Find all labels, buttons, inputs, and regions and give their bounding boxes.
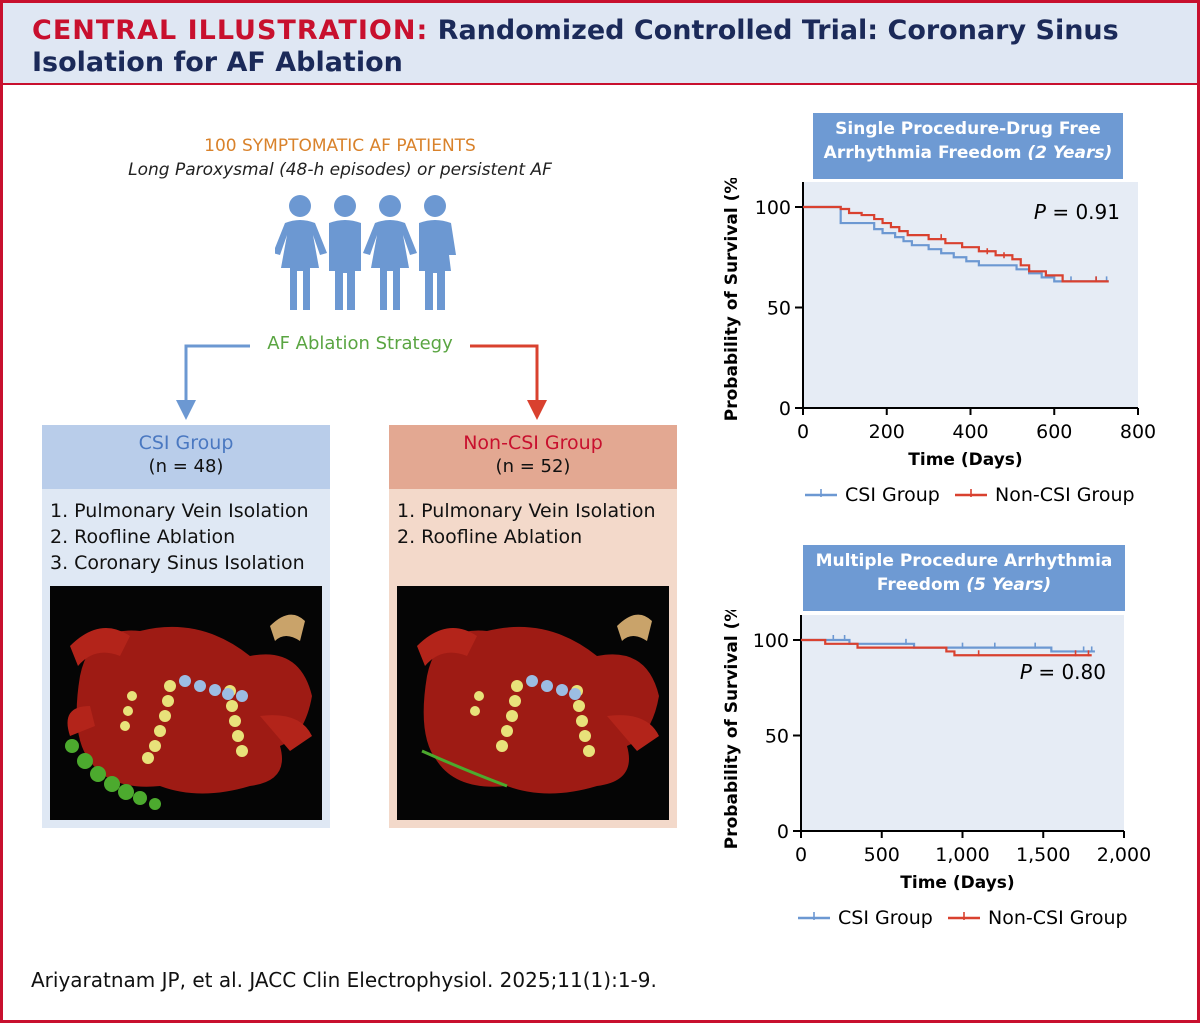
- strategy-label: AF Ablation Strategy: [250, 333, 470, 354]
- y-tick-label: 100: [753, 630, 789, 652]
- p-symbol: P: [1020, 660, 1038, 684]
- csi-step: 1. Pulmonary Vein Isolation: [50, 500, 309, 522]
- legend-label-csi: CSI Group: [845, 484, 940, 506]
- y-tick-label: 50: [765, 726, 789, 748]
- x-tick-label: 400: [952, 421, 988, 443]
- chart1-title-italic: (2 Years): [1027, 143, 1113, 163]
- csi-step: 2. Roofline Ablation: [50, 526, 236, 548]
- x-tick-label: 0: [797, 421, 809, 443]
- chart2-svg: 0 50 100 0 500 1,000 1,500 2,000 Time (Days) Prob…: [722, 610, 1151, 929]
- non-csi-anatomical-map-image: [397, 586, 669, 820]
- y-tick-label: 100: [755, 197, 791, 219]
- chart1-title-line2: Arrhythmia Freedom: [823, 143, 1028, 163]
- chart2-title-line2: Freedom: [876, 575, 967, 595]
- non-csi-group-header: Non-CSI Group (n = 52): [389, 425, 677, 489]
- chart1-title-line1: Single Procedure-Drug Free: [835, 119, 1101, 139]
- citation: Ariyaratnam JP, et al. JACC Clin Electro…: [31, 968, 657, 992]
- km-curve-non_csi: [801, 638, 1092, 657]
- non-csi-step: 1. Pulmonary Vein Isolation: [397, 500, 656, 522]
- legend-label-non_csi: Non-CSI Group: [995, 484, 1135, 506]
- csi-group-header: CSI Group (n = 48): [42, 425, 330, 489]
- title-prefix: CENTRAL ILLUSTRATION:: [32, 15, 429, 46]
- chart2-title-line1: Multiple Procedure Arrhythmia: [815, 551, 1113, 571]
- patients-people-icon: [275, 195, 456, 310]
- y-tick-label: 50: [767, 298, 791, 320]
- arrow-right-line: [470, 344, 539, 400]
- km-curve-non_csi: [803, 205, 1109, 283]
- plot-background: [803, 182, 1138, 408]
- person-head-3: [379, 195, 401, 217]
- x-tick-label: 500: [864, 844, 900, 866]
- person-head-2: [334, 195, 356, 217]
- x-tick-label: 2,000: [1097, 844, 1151, 866]
- person-body-1: [275, 220, 327, 310]
- person-head-4: [424, 195, 446, 217]
- x-axis-title: Time (Days): [908, 450, 1022, 470]
- x-axis-title: Time (Days): [900, 873, 1014, 893]
- person-body-4: [419, 220, 456, 310]
- csi-group-box: CSI Group (n = 48) 1. Pulmonary Vein Iso…: [42, 425, 330, 828]
- arrow-left-line: [184, 344, 250, 400]
- patients-title: 100 SYMPTOMATIC AF PATIENTS: [204, 136, 476, 156]
- csi-group-n: (n = 48): [148, 456, 224, 477]
- chart1-title: Single Procedure-Drug Free Arrhythmia Fr…: [813, 113, 1123, 179]
- patients-subtitle: Long Paroxysmal (48-h episodes) or persi…: [128, 160, 552, 180]
- chart2-title-italic: (5 Years): [966, 575, 1052, 595]
- non-csi-steps: 1. Pulmonary Vein Isolation 2. Roofline …: [389, 489, 677, 550]
- arrow-left-head: [176, 400, 196, 420]
- title-part2: Isolation for AF Ablation: [32, 47, 403, 78]
- p-value: = 0.91: [1052, 200, 1120, 224]
- x-tick-label: 1,000: [935, 844, 989, 866]
- csi-anatomical-map-image: [50, 586, 322, 820]
- x-tick-label: 200: [869, 421, 905, 443]
- legend-label-non_csi: Non-CSI Group: [988, 907, 1128, 929]
- p-value: = 0.80: [1038, 660, 1106, 684]
- legend-label-csi: CSI Group: [838, 907, 933, 929]
- y-tick-label: 0: [777, 821, 789, 843]
- p-value-label: P = 0.80: [1020, 660, 1106, 684]
- y-tick-label: 0: [779, 398, 791, 420]
- p-symbol: P: [1034, 200, 1052, 224]
- page-title: CENTRAL ILLUSTRATION: Randomized Control…: [32, 15, 1197, 47]
- y-axis-title: Probability of Survival (%): [722, 610, 742, 849]
- x-tick-label: 1,500: [1016, 844, 1070, 866]
- arrow-right-head: [527, 400, 547, 420]
- non-csi-step: 2. Roofline Ablation: [397, 526, 583, 548]
- chart2-title: Multiple Procedure Arrhythmia Freedom (5…: [803, 545, 1125, 611]
- chart1-svg: 0 50 100 0 200 400 600 800 Time (Days) Probabilit…: [722, 178, 1156, 506]
- x-tick-label: 0: [795, 844, 807, 866]
- p-value-label: P = 0.91: [1034, 200, 1120, 224]
- person-body-3: [363, 220, 417, 310]
- y-axis-title: Probability of Survival (%): [722, 178, 742, 421]
- title-part1: Randomized Controlled Trial: Coronary Si…: [437, 15, 1119, 46]
- person-body-2: [329, 220, 361, 310]
- non-csi-group-box: Non-CSI Group (n = 52) 1. Pulmonary Vein…: [389, 425, 677, 828]
- csi-steps: 1. Pulmonary Vein Isolation 2. Roofline …: [42, 489, 330, 576]
- x-tick-label: 800: [1120, 421, 1156, 443]
- csi-group-name: CSI Group: [138, 432, 234, 454]
- km-curve-csi: [803, 205, 1109, 283]
- header: CENTRAL ILLUSTRATION: Randomized Control…: [3, 3, 1197, 85]
- csi-step: 3. Coronary Sinus Isolation: [50, 552, 305, 574]
- x-tick-label: 600: [1036, 421, 1072, 443]
- non-csi-group-n: (n = 52): [495, 456, 571, 477]
- person-head-1: [289, 195, 311, 217]
- non-csi-group-name: Non-CSI Group: [463, 432, 603, 454]
- km-curve-csi: [801, 638, 1095, 653]
